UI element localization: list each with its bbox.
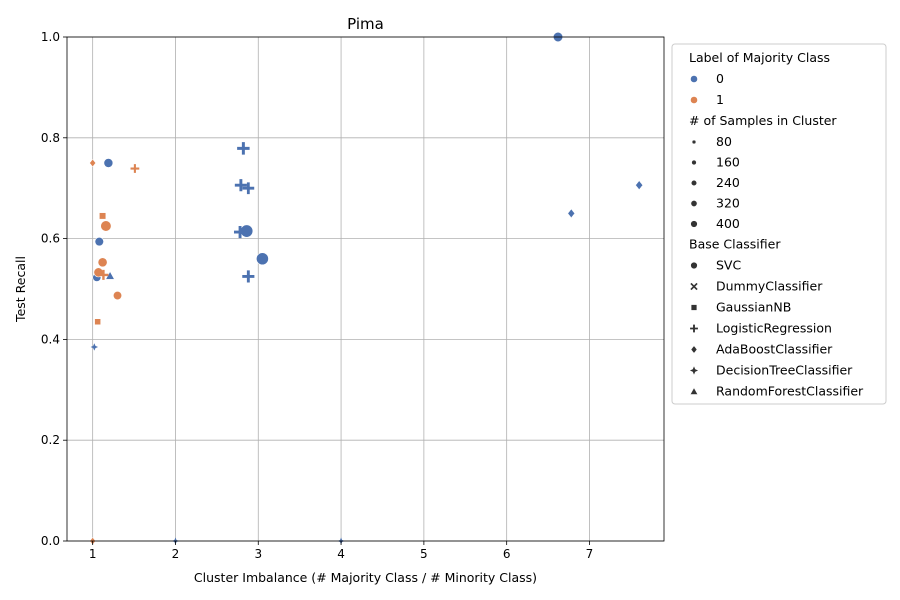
legend: Label of Majority Class # of Samples in … <box>671 43 887 405</box>
legend-size-label: 320 <box>716 196 740 211</box>
x-tick-label: 4 <box>337 547 345 561</box>
legend-size-marker <box>690 179 698 187</box>
legend-style-title: Base Classifier <box>689 237 781 252</box>
data-point <box>99 212 107 220</box>
legend-style-label: LogisticRegression <box>716 321 832 336</box>
legend-style-marker <box>690 282 698 291</box>
x-tick-label: 1 <box>89 547 97 561</box>
data-point <box>242 270 255 283</box>
legend-style-label: SVC <box>716 258 741 273</box>
legend-style-marker <box>689 366 699 375</box>
data-point <box>234 179 247 192</box>
data-point <box>103 158 114 168</box>
legend-hue-title: Label of Majority Class <box>689 50 830 65</box>
legend-size-label: 400 <box>716 216 740 231</box>
data-point <box>94 318 101 326</box>
legend-style-label: GaussianNB <box>716 300 791 315</box>
data-point <box>237 142 250 155</box>
legend-style-label: DecisionTreeClassifier <box>716 363 853 378</box>
grid-lines <box>67 36 664 542</box>
y-tick-label: 0.8 <box>41 131 60 145</box>
data-point <box>100 220 112 232</box>
legend-style-marker <box>690 304 698 311</box>
x-tick-label: 2 <box>172 547 180 561</box>
y-tick-label: 0.4 <box>41 332 60 346</box>
legend-entries: 0 1 80 160 240 320 400 SVC DummyClassifier Gaussi… <box>689 71 864 399</box>
x-tick-label: 7 <box>586 547 594 561</box>
legend-size-marker <box>691 159 697 166</box>
x-tick-label: 6 <box>503 547 511 561</box>
y-tick-label: 0.2 <box>41 433 60 447</box>
legend-size-label: 80 <box>716 134 732 149</box>
x-axis-ticks: 1 2 3 4 5 6 7 <box>89 541 593 561</box>
x-tick-label: 3 <box>254 547 262 561</box>
data-point <box>242 182 255 195</box>
legend-style-label: RandomForestClassifier <box>716 384 864 399</box>
data-points <box>89 31 644 545</box>
data-point <box>130 164 140 173</box>
y-axis-label: Test Recall <box>13 256 28 323</box>
legend-box <box>671 43 887 405</box>
y-tick-label: 0.0 <box>41 534 60 548</box>
legend-size-label: 160 <box>716 155 740 170</box>
legend-hue-label: 1 <box>716 92 724 107</box>
legend-style-label: DummyClassifier <box>716 279 823 294</box>
y-tick-label: 0.6 <box>41 232 60 246</box>
plot-frame <box>66 36 665 542</box>
x-axis-label: Cluster Imbalance (# Majority Class / # … <box>194 570 537 585</box>
data-point <box>90 343 99 351</box>
legend-size-marker <box>691 139 697 145</box>
legend-style-marker <box>690 261 698 270</box>
data-point <box>233 225 247 239</box>
legend-hue-marker <box>690 96 698 104</box>
legend-size-marker <box>690 220 698 228</box>
legend-style-marker <box>690 324 698 333</box>
legend-size-marker <box>690 200 698 207</box>
legend-hue-marker <box>690 75 698 83</box>
data-point <box>112 291 123 301</box>
x-tick-label: 5 <box>420 547 428 561</box>
data-point <box>256 252 269 266</box>
legend-style-marker <box>690 345 698 354</box>
legend-hue-label: 0 <box>716 71 724 86</box>
data-point <box>567 208 576 219</box>
chart-title: Pima <box>347 15 384 33</box>
y-tick-label: 1.0 <box>41 30 60 44</box>
data-point <box>97 257 108 268</box>
legend-style-marker <box>689 387 699 395</box>
legend-style-label: AdaBoostClassifier <box>716 342 833 357</box>
y-axis-ticks: 0.0 0.2 0.4 0.6 0.8 1.0 <box>41 30 67 548</box>
data-point <box>635 180 644 191</box>
data-point <box>89 158 96 168</box>
data-point <box>94 236 104 247</box>
data-point <box>98 269 109 280</box>
legend-size-title: # of Samples in Cluster <box>689 113 837 128</box>
legend-size-label: 240 <box>716 175 740 190</box>
